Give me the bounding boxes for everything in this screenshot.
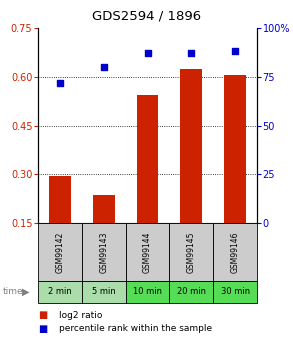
Text: 5 min: 5 min bbox=[92, 287, 115, 296]
Text: log2 ratio: log2 ratio bbox=[59, 310, 102, 319]
Bar bbox=[169, 223, 213, 281]
Bar bbox=[137, 95, 159, 223]
Text: 20 min: 20 min bbox=[177, 287, 206, 296]
Bar bbox=[38, 223, 82, 281]
Bar bbox=[82, 223, 126, 281]
Bar bbox=[49, 176, 71, 223]
Text: 30 min: 30 min bbox=[221, 287, 250, 296]
Bar bbox=[126, 281, 169, 303]
Text: GSM99142: GSM99142 bbox=[55, 231, 64, 273]
Point bbox=[57, 80, 62, 85]
Bar bbox=[126, 223, 169, 281]
Text: GSM99146: GSM99146 bbox=[231, 231, 240, 273]
Bar bbox=[38, 281, 82, 303]
Bar bbox=[93, 195, 115, 223]
Point bbox=[145, 51, 150, 56]
Text: GSM99143: GSM99143 bbox=[99, 231, 108, 273]
Text: ■: ■ bbox=[38, 310, 47, 320]
Bar bbox=[82, 281, 126, 303]
Point bbox=[101, 64, 106, 70]
Text: ▶: ▶ bbox=[22, 287, 30, 297]
Text: percentile rank within the sample: percentile rank within the sample bbox=[59, 324, 212, 333]
Text: GSM99145: GSM99145 bbox=[187, 231, 196, 273]
Text: GSM99144: GSM99144 bbox=[143, 231, 152, 273]
Bar bbox=[180, 69, 202, 223]
Point bbox=[233, 49, 237, 54]
Bar bbox=[224, 75, 246, 223]
Text: 2 min: 2 min bbox=[48, 287, 72, 296]
Point bbox=[189, 51, 194, 56]
Text: GDS2594 / 1896: GDS2594 / 1896 bbox=[92, 10, 201, 23]
Bar bbox=[213, 281, 257, 303]
Bar bbox=[213, 223, 257, 281]
Text: time: time bbox=[3, 287, 23, 296]
Text: ■: ■ bbox=[38, 324, 47, 334]
Bar bbox=[169, 281, 213, 303]
Text: 10 min: 10 min bbox=[133, 287, 162, 296]
